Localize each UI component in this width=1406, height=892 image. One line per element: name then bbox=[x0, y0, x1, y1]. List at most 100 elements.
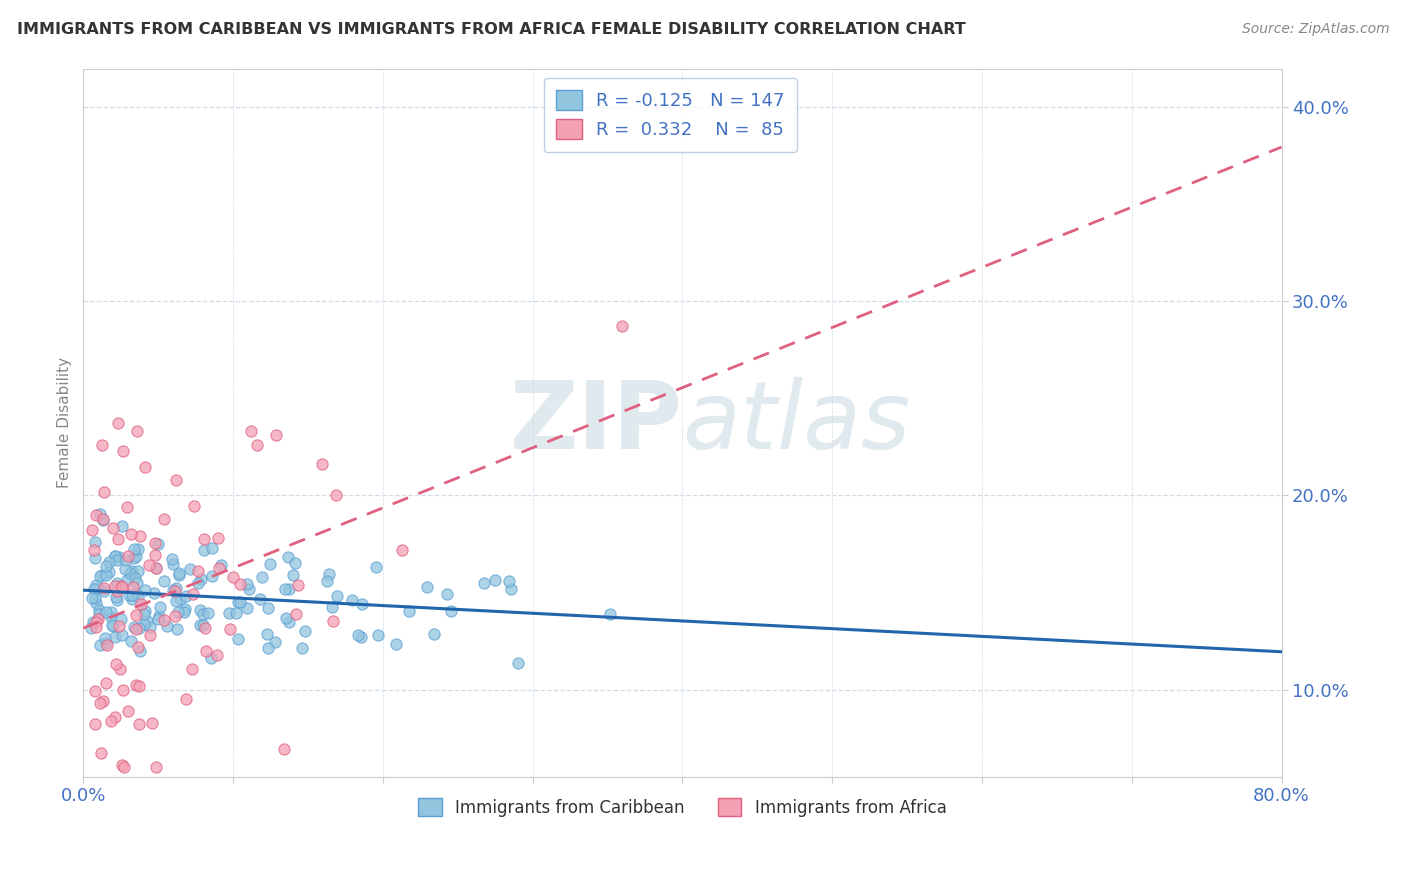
Point bbox=[352, 597, 374, 611]
Point bbox=[86, 578, 108, 592]
Point bbox=[321, 599, 343, 614]
Point bbox=[87, 602, 110, 616]
Point bbox=[110, 579, 132, 593]
Point bbox=[118, 588, 141, 602]
Point bbox=[134, 583, 156, 598]
Point bbox=[136, 614, 159, 628]
Point bbox=[108, 549, 131, 564]
Point bbox=[256, 601, 278, 615]
Point bbox=[146, 537, 169, 551]
Point bbox=[138, 558, 160, 573]
Point bbox=[174, 692, 197, 706]
Point bbox=[91, 513, 114, 527]
Point bbox=[291, 640, 314, 655]
Point bbox=[127, 640, 149, 655]
Point bbox=[366, 560, 388, 574]
Point bbox=[187, 564, 209, 578]
Point bbox=[143, 586, 166, 600]
Point bbox=[191, 607, 214, 622]
Point bbox=[165, 594, 187, 608]
Point bbox=[139, 620, 162, 634]
Point bbox=[149, 600, 172, 615]
Point bbox=[508, 656, 530, 670]
Point bbox=[367, 628, 389, 642]
Point bbox=[167, 568, 190, 582]
Text: ZIP: ZIP bbox=[509, 376, 682, 468]
Point bbox=[391, 543, 413, 558]
Point bbox=[105, 553, 128, 567]
Point bbox=[219, 622, 242, 636]
Point bbox=[127, 564, 149, 578]
Point bbox=[236, 601, 259, 615]
Point bbox=[112, 444, 135, 458]
Point bbox=[141, 716, 163, 731]
Point bbox=[124, 550, 146, 565]
Point bbox=[108, 619, 131, 633]
Point bbox=[84, 508, 107, 523]
Point bbox=[143, 548, 166, 562]
Point bbox=[89, 568, 111, 582]
Point bbox=[612, 318, 634, 333]
Point bbox=[145, 561, 167, 575]
Point bbox=[174, 589, 197, 603]
Point bbox=[152, 574, 174, 588]
Point bbox=[180, 662, 202, 676]
Point bbox=[194, 621, 217, 635]
Text: atlas: atlas bbox=[682, 377, 911, 468]
Point bbox=[121, 588, 143, 602]
Point bbox=[167, 605, 190, 619]
Point bbox=[169, 566, 191, 581]
Point bbox=[124, 571, 146, 585]
Point bbox=[246, 438, 269, 452]
Point bbox=[153, 614, 176, 628]
Point bbox=[94, 567, 117, 582]
Text: Source: ZipAtlas.com: Source: ZipAtlas.com bbox=[1241, 22, 1389, 37]
Point bbox=[107, 532, 129, 546]
Point bbox=[110, 612, 132, 626]
Point bbox=[499, 582, 522, 597]
Point bbox=[104, 579, 127, 593]
Point bbox=[103, 521, 125, 535]
Point bbox=[120, 633, 142, 648]
Point bbox=[128, 717, 150, 731]
Point bbox=[104, 657, 127, 671]
Point bbox=[423, 627, 446, 641]
Point bbox=[104, 630, 127, 644]
Point bbox=[91, 694, 114, 708]
Point bbox=[277, 615, 299, 629]
Point bbox=[104, 590, 127, 604]
Point bbox=[127, 541, 149, 556]
Point bbox=[89, 638, 111, 652]
Point bbox=[93, 583, 115, 598]
Point bbox=[238, 582, 260, 596]
Point bbox=[165, 581, 187, 595]
Point bbox=[201, 541, 224, 556]
Point bbox=[322, 615, 344, 629]
Point bbox=[200, 650, 222, 665]
Point bbox=[229, 577, 252, 591]
Text: IMMIGRANTS FROM CARIBBEAN VS IMMIGRANTS FROM AFRICA FEMALE DISABILITY CORRELATIO: IMMIGRANTS FROM CARIBBEAN VS IMMIGRANTS … bbox=[17, 22, 966, 37]
Point bbox=[294, 624, 316, 638]
Point bbox=[114, 562, 136, 576]
Point bbox=[96, 638, 118, 652]
Point bbox=[80, 524, 103, 538]
Point bbox=[205, 648, 228, 662]
Point bbox=[115, 500, 138, 515]
Point bbox=[173, 602, 195, 616]
Point bbox=[101, 619, 124, 633]
Point bbox=[218, 606, 240, 620]
Point bbox=[129, 644, 152, 658]
Point bbox=[188, 618, 211, 632]
Point bbox=[111, 628, 134, 642]
Point bbox=[93, 582, 115, 596]
Point bbox=[201, 568, 224, 582]
Point bbox=[173, 605, 195, 619]
Point bbox=[145, 760, 167, 774]
Point bbox=[83, 582, 105, 596]
Point bbox=[107, 417, 129, 431]
Point bbox=[225, 606, 247, 620]
Point bbox=[122, 580, 145, 594]
Point bbox=[236, 577, 259, 591]
Point bbox=[162, 551, 184, 566]
Point bbox=[145, 561, 167, 575]
